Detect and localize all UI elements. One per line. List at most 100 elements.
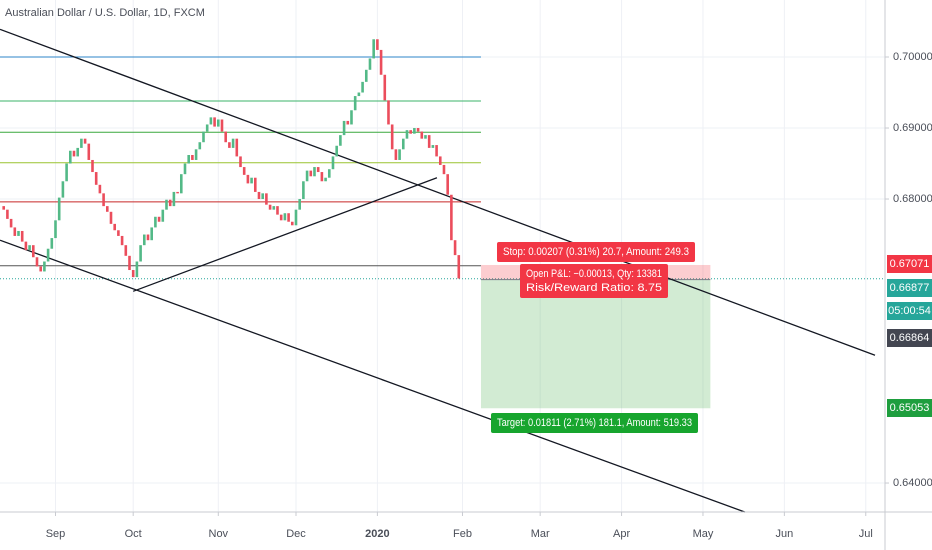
candle-body [202,131,205,143]
x-tick-label: Jun [775,528,793,540]
candle-body [17,230,20,236]
candle-body [416,128,420,132]
candle-body [424,135,427,139]
candle-body [246,174,250,184]
candle-body [228,142,231,148]
candle-body [376,39,379,50]
x-tick-label: Nov [209,528,229,540]
stop-label: Stop: 0.00207 (0.31%) 20.7, Amount: 249.… [503,246,689,258]
candle-body [435,145,438,157]
candle-body [409,130,412,134]
candle-body [205,124,209,132]
candle-body [261,193,264,200]
candle-body [290,221,294,226]
candle-body [331,156,335,170]
candle-body [65,163,68,182]
candle-body [298,199,301,210]
pnl-label: Risk/Reward Ratio: 8.75 [526,282,662,294]
candle-body [183,163,187,175]
candle-body [154,216,157,228]
candle-body [102,193,105,207]
candle-body [276,206,279,215]
pnl-label: Open P&L: −0.00013, Qty: 13381 [526,268,662,280]
candle-body [239,156,242,168]
candle-body [9,218,13,228]
candle-body [43,261,46,272]
candle-body [54,220,57,239]
candle-body [313,167,316,177]
y-tick-label: 0.69000 [893,122,932,134]
candle-body [390,124,394,150]
candle-body [324,177,327,182]
x-tick-label: Dec [286,528,306,540]
candle-body [268,204,272,210]
price-tag-label: 0.67071 [890,258,930,270]
target-zone [480,279,711,409]
candle-body [124,245,128,256]
candle-body [320,172,324,182]
candle-body [57,197,61,221]
price-tag-label: 0.65053 [890,402,930,414]
candle-body [446,174,449,195]
candle-body [427,135,431,148]
candle-body [339,135,342,146]
candle-body [87,143,91,160]
candle-body [168,199,172,207]
candle-body [146,234,150,241]
price-tag [887,279,932,297]
candle-body [194,149,198,160]
candle-body [157,216,161,222]
candle-body [216,119,220,127]
x-tick-label: Jul [859,528,873,540]
candle-body [327,169,331,178]
candle-body [76,147,79,157]
x-tick-label: Apr [613,528,630,540]
candle-body [31,245,35,258]
candle-body [302,181,305,200]
price-tag-label: 05:00:54 [888,305,931,317]
candle-body [394,149,398,160]
price-tag-label: 0.66864 [890,332,930,344]
price-tag-label: 0.66877 [890,282,930,294]
candle-body [453,240,457,256]
candle-body [209,117,213,125]
y-tick-label: 0.70000 [893,51,932,63]
candle-body [165,199,168,210]
candle-body [309,170,313,177]
candle-body [72,150,76,157]
candle-body [379,49,383,75]
candle-body [28,245,31,251]
candle-body [431,145,435,148]
candle-body [113,223,116,231]
candle-body [287,213,290,222]
candle-body [305,170,309,182]
candle-body [405,130,409,139]
x-tick-label: 2020 [365,528,389,540]
candle-body [353,96,357,111]
trend-line [0,239,746,513]
candle-body [39,266,42,272]
target-box [491,413,698,433]
candle-body [398,149,401,160]
candle-body [120,235,124,246]
candle-body [13,227,17,236]
candle-body [361,81,364,93]
candle-body [413,128,416,134]
x-tick-label: May [693,528,714,540]
trend-line [0,28,876,356]
candle-body [438,156,442,165]
candle-body [198,142,202,150]
candle-body [128,255,131,271]
pnl-box [520,264,668,298]
target-label: Target: 0.01811 (2.71%) 181.1, Amount: 5… [497,417,692,429]
candle-body [191,154,194,160]
price-tag [887,302,932,320]
candle-body [342,120,346,136]
candle-body [2,206,5,210]
candle-body [220,119,224,132]
price-tag [887,255,932,273]
candle-body [105,206,109,212]
y-tick-label: 0.68000 [893,193,932,205]
